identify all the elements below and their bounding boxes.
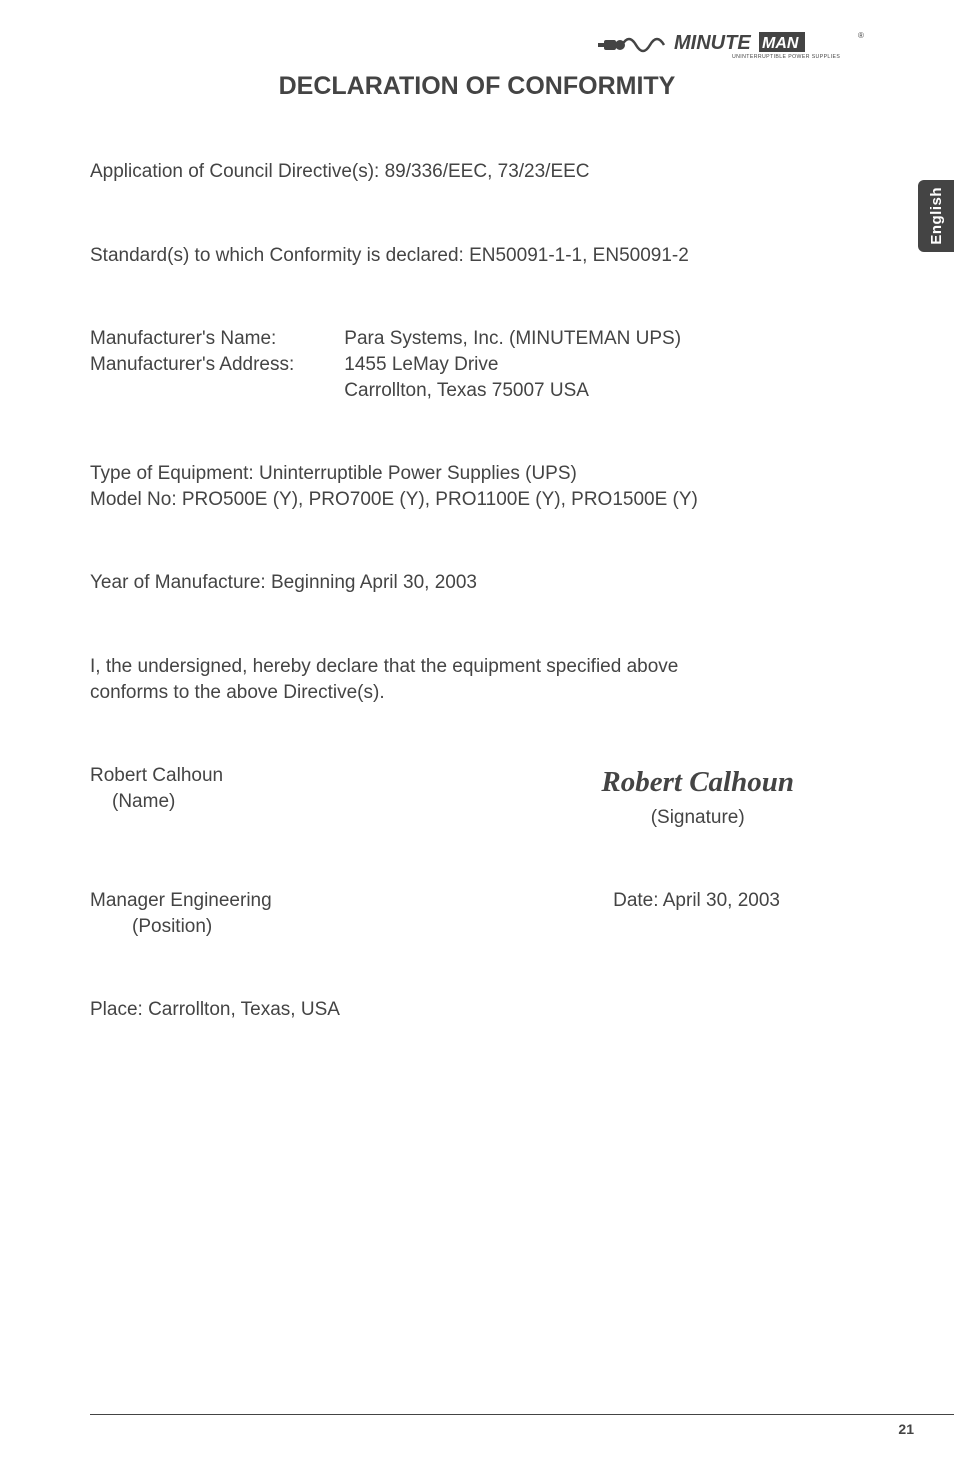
svg-text:®: ®: [858, 31, 864, 40]
mfr-name-value: Para Systems, Inc. (MINUTEMAN UPS): [344, 326, 864, 352]
equipment-model-line: Model No: PRO500E (Y), PRO700E (Y), PRO1…: [90, 487, 864, 513]
equipment-type-line: Type of Equipment: Uninterruptible Power…: [90, 461, 864, 487]
declaration-line2: conforms to the above Directive(s).: [90, 680, 864, 706]
position-date-row: Manager Engineering (Position) Date: Apr…: [90, 888, 864, 939]
signer-position-caption: (Position): [90, 914, 272, 940]
mfr-name-label: Manufacturer's Name:: [90, 326, 294, 352]
brand-logo: MINUTE MAN ® UNINTERRUPTIBLE POWER SUPPL…: [598, 30, 864, 60]
mfr-values: Para Systems, Inc. (MINUTEMAN UPS) 1455 …: [344, 326, 864, 403]
signer-name-block: Robert Calhoun (Name): [90, 763, 223, 814]
page-number: 21: [898, 1421, 914, 1437]
signer-position: Manager Engineering: [90, 888, 272, 914]
signature: Robert Calhoun: [601, 763, 794, 802]
mfr-addr-line1: 1455 LeMay Drive: [344, 352, 864, 378]
signer-position-block: Manager Engineering (Position): [90, 888, 272, 939]
svg-text:UNINTERRUPTIBLE POWER SUPPLIES: UNINTERRUPTIBLE POWER SUPPLIES: [732, 54, 840, 60]
directives-line: Application of Council Directive(s): 89/…: [90, 159, 864, 185]
signature-caption: (Signature): [601, 805, 794, 831]
mfr-addr-line2: Carrollton, Texas 75007 USA: [344, 378, 864, 404]
declaration-line1: I, the undersigned, hereby declare that …: [90, 654, 864, 680]
year-line: Year of Manufacture: Beginning April 30,…: [90, 570, 864, 596]
page: MINUTE MAN ® UNINTERRUPTIBLE POWER SUPPL…: [0, 0, 954, 1475]
language-tab: English: [918, 180, 954, 252]
svg-text:MINUTE: MINUTE: [674, 32, 751, 54]
svg-text:MAN: MAN: [762, 35, 799, 52]
equipment-block: Type of Equipment: Uninterruptible Power…: [90, 461, 864, 512]
place-line: Place: Carrollton, Texas, USA: [90, 997, 864, 1023]
header: MINUTE MAN ® UNINTERRUPTIBLE POWER SUPPL…: [90, 30, 864, 60]
signature-block: Robert Calhoun (Signature): [601, 763, 864, 830]
mfr-labels: Manufacturer's Name: Manufacturer's Addr…: [90, 326, 294, 403]
declaration-text: I, the undersigned, hereby declare that …: [90, 654, 864, 705]
signer-name: Robert Calhoun: [90, 763, 223, 789]
wordmark-icon: MINUTE MAN ® UNINTERRUPTIBLE POWER SUPPL…: [674, 30, 864, 60]
name-signature-row: Robert Calhoun (Name) Robert Calhoun (Si…: [90, 763, 864, 830]
date-text: Date: April 30, 2003: [613, 888, 864, 914]
plug-wave-icon: [598, 31, 668, 59]
language-tab-label: English: [928, 187, 945, 245]
signer-name-caption: (Name): [90, 789, 223, 815]
page-footer: 21: [90, 1414, 954, 1437]
manufacturer-block: Manufacturer's Name: Manufacturer's Addr…: [90, 326, 864, 403]
page-title: DECLARATION OF CONFORMITY: [90, 72, 864, 101]
standards-line: Standard(s) to which Conformity is decla…: [90, 243, 864, 269]
mfr-addr-label: Manufacturer's Address:: [90, 352, 294, 378]
